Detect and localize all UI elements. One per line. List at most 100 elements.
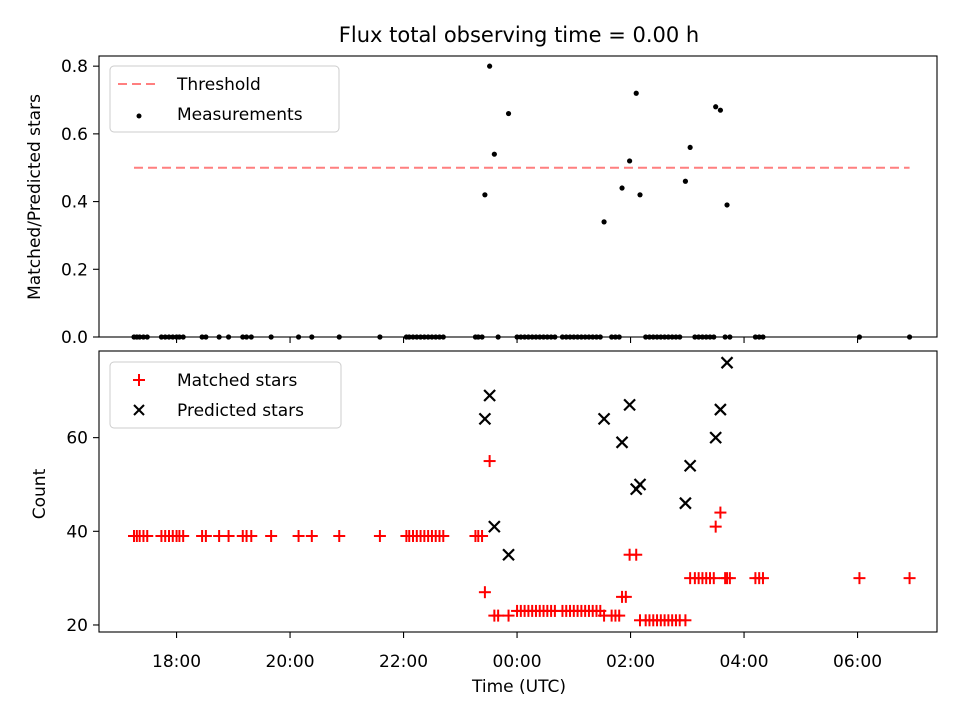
measurement-point (673, 334, 679, 340)
measurement-point (429, 334, 435, 340)
measurement-point (540, 334, 547, 340)
measurement-point (336, 334, 342, 340)
measurement-point (158, 334, 165, 340)
measurement-point (505, 110, 512, 117)
top-x-ticks (176, 337, 859, 343)
measurement-point (425, 334, 431, 340)
measurement-point (722, 334, 728, 340)
top-y-tick-label: 0.0 (61, 328, 88, 348)
bottom-y-tick-label: 60 (66, 429, 88, 449)
measurement-point (574, 334, 581, 340)
matched-star-point (492, 609, 505, 622)
measurement-point (487, 63, 493, 69)
matched-star-point (476, 529, 489, 542)
measurement-point (662, 334, 668, 340)
predicted-star-point (720, 356, 734, 369)
measurement-point (619, 185, 625, 191)
chart-title: Flux total observing time = 0.00 h (339, 23, 699, 47)
matched-star-point (903, 572, 916, 585)
x-tick-label: 22:00 (379, 652, 428, 672)
predicted-star-point (483, 389, 496, 402)
measurement-point (752, 334, 759, 340)
matched-star-point (333, 529, 346, 542)
top-y-axis-label: Matched/Predicted stars (25, 94, 45, 300)
predicted-star-point (709, 431, 722, 444)
measurement-point (144, 334, 150, 340)
predicted-star-point (502, 548, 515, 562)
legend-matched-swatch (133, 374, 145, 386)
measurement-point (414, 334, 420, 340)
measurement-point (225, 334, 232, 340)
measurement-point (713, 104, 719, 110)
measurement-point (552, 334, 558, 340)
measurement-point (176, 334, 182, 340)
bottom-y-tick-label: 20 (66, 616, 88, 636)
measurement-point (162, 334, 168, 340)
matched-star-point (756, 572, 769, 585)
measurement-point (906, 334, 913, 340)
measurement-point (433, 334, 439, 340)
measurement-point (243, 334, 250, 340)
measurement-point (646, 334, 653, 340)
matched-star-point (177, 529, 190, 542)
measurement-point (637, 192, 643, 198)
measurement-point (137, 334, 143, 340)
measurement-point (482, 192, 488, 198)
legend-matched-label: Matched stars (177, 371, 297, 391)
measurement-point (601, 219, 607, 225)
measurement-point (475, 334, 481, 340)
bottom-points (127, 356, 916, 627)
measurement-point (140, 334, 147, 340)
x-tick-label: 20:00 (266, 652, 315, 672)
measurement-point (309, 334, 315, 340)
measurement-point (612, 334, 619, 340)
top-points (131, 63, 913, 340)
top-y-tick-label: 0.8 (61, 57, 88, 77)
predicted-star-point (683, 459, 697, 473)
measurement-point (724, 202, 730, 208)
matched-star-point (619, 590, 632, 603)
measurement-point (216, 334, 222, 340)
measurement-point (578, 334, 584, 340)
top-legend-box (109, 65, 340, 133)
measurement-point (699, 334, 706, 340)
measurement-point (436, 334, 443, 340)
bottom-y-ticks: 20 40 60 (66, 429, 99, 636)
matched-star-point (305, 529, 318, 542)
measurement-point (495, 334, 501, 340)
x-tick-label: 18:00 (152, 652, 201, 672)
top-y-tick-label: 0.4 (61, 193, 88, 213)
bottom-panel: 20 40 60 18:00 20:00 22:00 00:00 02:00 04:00 06:… (30, 350, 938, 697)
measurement-point (479, 334, 485, 340)
predicted-star-point (714, 403, 727, 416)
legend-threshold-label: Threshold (176, 75, 261, 95)
predicted-star-point (478, 412, 492, 426)
matched-star-point (709, 520, 722, 533)
measurement-point (590, 334, 596, 340)
top-y-tick-label: 0.2 (61, 260, 88, 280)
measurement-point (203, 334, 209, 340)
measurement-point (421, 334, 427, 340)
measurement-point (525, 334, 532, 340)
predicted-star-point (633, 478, 647, 491)
matched-star-point (483, 455, 496, 468)
bottom-legend-box (109, 361, 342, 429)
legend-predicted-swatch (133, 404, 145, 416)
measurement-point (593, 334, 600, 340)
measurement-point (677, 334, 683, 340)
x-tick-label: 02:00 (606, 652, 655, 672)
measurement-point (582, 334, 588, 340)
measurement-point (692, 334, 698, 340)
top-legend: Threshold Measurements (109, 65, 340, 133)
bottom-x-ticks: 18:00 20:00 22:00 00:00 02:00 04:00 06:00 (152, 632, 882, 672)
measurement-point (643, 334, 649, 340)
predicted-star-point (623, 398, 636, 412)
measurement-point (410, 334, 416, 340)
matched-star-point (199, 529, 212, 542)
measurement-point (406, 334, 412, 340)
matched-star-point (245, 529, 258, 542)
measurement-point (586, 334, 592, 340)
top-panel: 0.00.20.40.60.8 Matched/Predicted stars … (25, 55, 938, 348)
measurement-point (544, 334, 550, 340)
x-tick-label: 00:00 (493, 652, 542, 672)
